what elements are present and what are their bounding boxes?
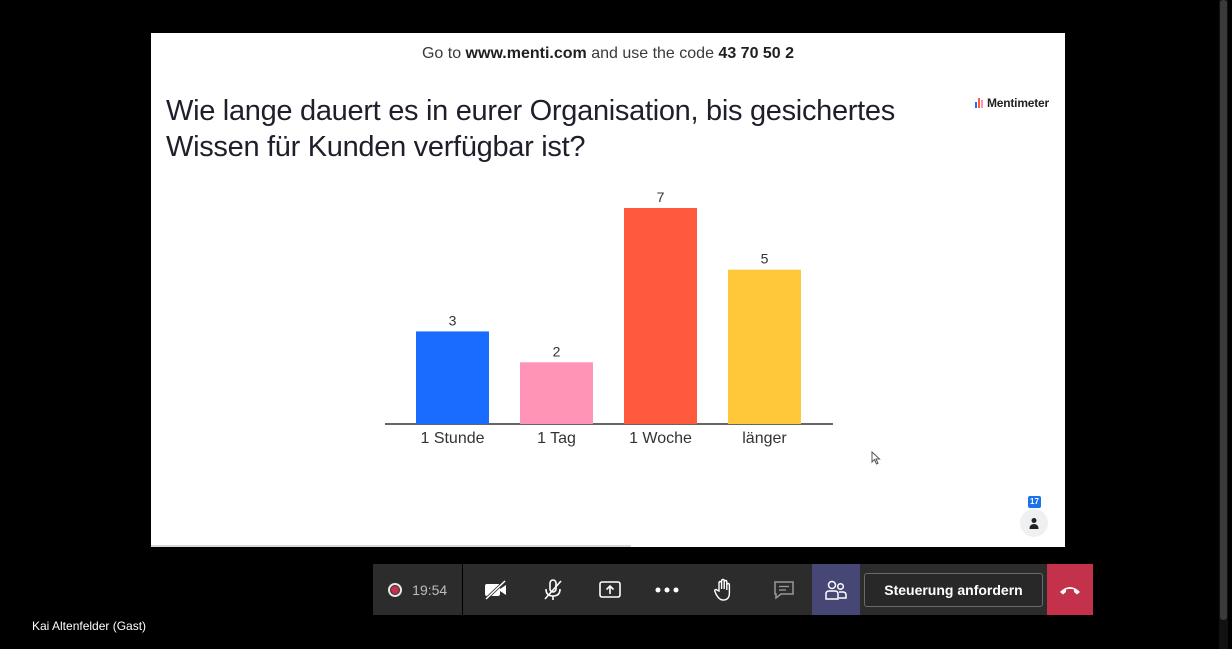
slide-progress-bar bbox=[151, 545, 631, 547]
bar-4 bbox=[728, 269, 801, 424]
hang-up-button[interactable] bbox=[1047, 564, 1093, 615]
question-title: Wie lange dauert es in eurer Organisatio… bbox=[166, 93, 966, 165]
instruction-mid: and use the code bbox=[591, 45, 714, 62]
mentimeter-logo-icon bbox=[974, 98, 983, 108]
results-bar-chart: 3 1 Stunde 2 1 Tag 7 1 Woche 5 länger bbox=[385, 189, 833, 447]
bar-value-label: 5 bbox=[761, 251, 769, 267]
more-icon bbox=[655, 587, 679, 592]
share-screen-icon bbox=[599, 580, 621, 598]
participant-count-indicator: 17 bbox=[1019, 496, 1049, 537]
share-screen-button[interactable] bbox=[588, 568, 632, 612]
request-control-button[interactable]: Steuerung anfordern bbox=[864, 572, 1043, 607]
bar-3 bbox=[624, 208, 697, 424]
category-label: länger bbox=[742, 430, 787, 447]
question-line-2: Wissen für Kunden verfügbar ist? bbox=[166, 131, 586, 163]
mouse-cursor-icon bbox=[871, 450, 881, 470]
bar-value-label: 3 bbox=[449, 312, 457, 328]
recording-timer: 19:54 bbox=[373, 564, 463, 615]
scrollbar[interactable] bbox=[1219, 0, 1228, 649]
meeting-toolbar: 19:54 Steuerung anfordern bbox=[373, 564, 1093, 615]
participant-count-badge: 17 bbox=[1028, 496, 1041, 508]
question-line-1: Wie lange dauert es in eurer Organisatio… bbox=[166, 95, 895, 127]
raise-hand-icon bbox=[714, 578, 731, 601]
instruction-url: www.menti.com bbox=[465, 45, 587, 62]
bar-2 bbox=[520, 362, 593, 424]
logo-text: Mentimeter bbox=[986, 96, 1049, 110]
control-request-segment: Steuerung anfordern bbox=[859, 564, 1048, 615]
category-label: 1 Woche bbox=[629, 430, 692, 447]
participants-icon bbox=[825, 580, 847, 600]
chat-button[interactable] bbox=[762, 568, 806, 612]
bar-1 bbox=[416, 331, 489, 424]
chat-segment bbox=[756, 564, 813, 615]
more-actions-button[interactable] bbox=[645, 568, 689, 612]
join-instruction: Go to www.menti.com and use the code 43 … bbox=[151, 45, 1065, 63]
call-controls bbox=[463, 564, 757, 615]
record-icon bbox=[388, 582, 403, 597]
category-label: 1 Stunde bbox=[420, 430, 484, 447]
instruction-prefix: Go to bbox=[421, 45, 462, 62]
participant-name-label: Kai Altenfelder (Gast) bbox=[32, 619, 147, 633]
bar-value-label: 2 bbox=[553, 343, 561, 359]
category-label: 1 Tag bbox=[537, 430, 576, 447]
raise-hand-button[interactable] bbox=[702, 568, 746, 612]
mentimeter-logo: Mentimeter bbox=[974, 96, 1049, 110]
chat-icon bbox=[774, 580, 795, 600]
participants-button[interactable] bbox=[812, 564, 860, 615]
microphone-toggle-button[interactable] bbox=[531, 568, 575, 612]
bar-value-label: 7 bbox=[657, 189, 665, 205]
camera-toggle-button[interactable] bbox=[474, 568, 518, 612]
mic-off-icon bbox=[544, 578, 562, 600]
shared-slide: Go to www.menti.com and use the code 43 … bbox=[151, 33, 1065, 547]
hang-up-icon bbox=[1060, 586, 1081, 594]
meeting-timer: 19:54 bbox=[412, 581, 448, 598]
scrollbar-thumb[interactable] bbox=[1220, 0, 1227, 620]
instruction-code: 43 70 50 2 bbox=[718, 45, 795, 62]
camera-off-icon bbox=[484, 579, 506, 600]
person-icon bbox=[1020, 509, 1048, 537]
